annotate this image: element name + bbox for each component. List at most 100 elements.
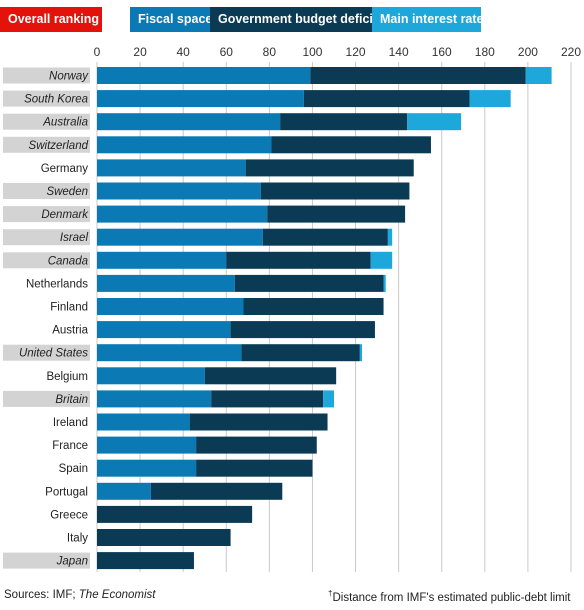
label-highlight <box>3 344 90 361</box>
x-tick-label: 80 <box>263 45 277 59</box>
legend-government-budget-deficit: Government budget deficit <box>210 7 377 32</box>
bar-segment <box>97 482 151 500</box>
bar-segment <box>97 344 242 362</box>
bar-segment <box>97 552 194 570</box>
bar-segment <box>150 482 283 500</box>
bar-segment <box>97 67 311 84</box>
country-label: Netherlands <box>26 278 88 290</box>
country-label: Belgium <box>46 371 88 383</box>
x-axis-tick-labels: 0 20 40 60 80 100 120 140 160 180 200 220 <box>94 45 582 59</box>
x-tick-label: 20 <box>133 45 147 59</box>
country-label: Italy <box>67 533 88 545</box>
bar-segment <box>97 367 205 385</box>
bar-segment <box>97 274 235 292</box>
bar-segment <box>97 90 304 108</box>
country-label: South Korea <box>24 94 88 106</box>
bar-segment <box>323 390 334 408</box>
country-labels: Norway South Korea Australia Switzerland Ger… <box>3 67 90 569</box>
bar-segment <box>97 413 190 431</box>
sources-publication: The Economist <box>78 589 156 601</box>
bar-segment <box>407 113 462 131</box>
bar-segment <box>97 205 268 223</box>
country-label: Greece <box>50 509 88 521</box>
bar-segment <box>525 67 552 84</box>
country-label: Ireland <box>53 417 88 429</box>
legend-overall-label: Overall ranking <box>8 12 100 26</box>
x-tick-label: 220 <box>561 45 581 59</box>
country-label: Norway <box>49 71 89 83</box>
label-highlight <box>3 390 90 407</box>
bar-segment <box>280 113 408 131</box>
bar-segment <box>469 90 511 108</box>
stacked-bar-chart: 0 20 40 60 80 100 120 140 160 180 200 220 Norway Sou… <box>3 45 582 572</box>
footnote: †Distance from IMF's estimated public-de… <box>328 589 570 604</box>
country-label: Sweden <box>46 186 88 198</box>
label-highlight <box>3 252 90 269</box>
footnote-text: Distance from IMF's estimated public-deb… <box>332 591 571 604</box>
bar-segment <box>97 436 197 454</box>
bar-segment <box>234 274 384 292</box>
bar-segment <box>310 67 526 84</box>
label-highlight <box>3 552 90 569</box>
bar-segment <box>370 251 393 269</box>
legend-overall-ranking: Overall ranking <box>0 7 102 32</box>
bar-segment <box>262 228 388 246</box>
x-tick-label: 200 <box>518 45 538 59</box>
legend-deficit-label: Government budget deficit <box>218 12 378 26</box>
x-tick-label: 160 <box>432 45 452 59</box>
bar-segment <box>267 205 406 223</box>
country-label: Denmark <box>41 209 89 221</box>
x-tick-label: 60 <box>220 45 234 59</box>
x-tick-label: 40 <box>177 45 191 59</box>
bar-segment <box>97 298 244 315</box>
sources-note: Sources: IMF; The Economist <box>4 589 155 601</box>
label-highlight <box>3 67 90 84</box>
bar-segment <box>387 228 393 246</box>
x-tick-label: 180 <box>475 45 495 59</box>
x-tick-label: 140 <box>389 45 409 59</box>
bar-segment <box>97 228 263 246</box>
bar-segment <box>241 344 360 362</box>
sources-prefix: Sources: IMF; <box>4 589 79 601</box>
bar-segment <box>97 459 197 477</box>
legend-interest-label: Main interest rate <box>380 12 484 26</box>
bar-segment <box>97 529 231 546</box>
country-label: Japan <box>56 556 88 568</box>
country-label: Portugal <box>45 486 88 498</box>
bars <box>97 67 552 570</box>
bar-segment <box>211 390 324 408</box>
country-label: Israel <box>60 232 89 244</box>
label-highlight <box>3 206 90 223</box>
bar-segment <box>97 251 227 269</box>
bar-segment <box>303 90 470 108</box>
bar-segment <box>97 136 272 154</box>
label-highlight <box>3 183 90 199</box>
x-tick-label: 100 <box>302 45 322 59</box>
country-label: Germany <box>41 163 89 175</box>
label-highlight <box>3 136 90 153</box>
bar-segment <box>359 344 363 362</box>
country-label: France <box>52 440 88 452</box>
legend-fiscal-label: Fiscal space <box>138 12 213 26</box>
bar-segment <box>196 459 313 477</box>
bar-segment <box>226 251 371 269</box>
country-label: United States <box>19 348 88 360</box>
bar-segment <box>97 182 261 200</box>
legend-main-interest-rate: Main interest rate <box>372 7 484 32</box>
bar-segment <box>97 321 231 339</box>
bar-segment <box>245 159 414 177</box>
bar-segment <box>230 321 375 339</box>
label-highlight <box>3 113 90 130</box>
label-highlight <box>3 229 90 246</box>
bar-segment <box>260 182 410 200</box>
label-highlight <box>3 90 90 107</box>
footnote-dagger: † <box>328 589 333 598</box>
bar-segment <box>196 436 317 454</box>
bar-segment <box>97 390 212 408</box>
country-label: Canada <box>48 255 88 267</box>
country-label: Austria <box>52 325 88 337</box>
country-label: Finland <box>50 302 88 314</box>
bar-segment <box>204 367 337 385</box>
bar-segment <box>97 159 246 177</box>
bar-segment <box>97 505 253 523</box>
